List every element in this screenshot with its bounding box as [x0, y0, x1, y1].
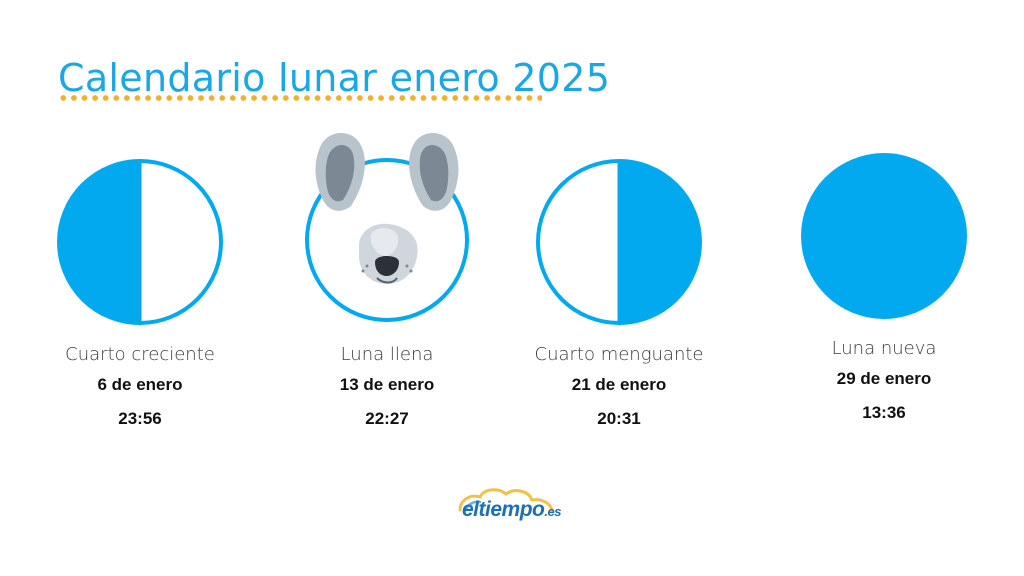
cloud-logo-icon [458, 488, 554, 514]
new-moon-icon [801, 153, 967, 319]
phase-name: Cuarto menguante [534, 344, 704, 365]
phase-name: Luna llena [340, 344, 434, 365]
full-moon-dog-icon [305, 132, 469, 322]
phase-date: 13 de enero [339, 375, 435, 394]
phase-time: 22:27 [365, 409, 409, 428]
phase-name: Cuarto creciente [65, 344, 215, 365]
logo-wordmark: eltiempo.es [462, 498, 561, 521]
moon-phase-full: Luna llena 13 de enero 22:27 [267, 0, 507, 576]
first-quarter-moon-icon [57, 159, 223, 325]
dotted-underline [58, 94, 542, 102]
phase-time: 13:36 [862, 403, 906, 422]
moon-phase-first-quarter: Cuarto creciente 6 de enero 23:56 [20, 0, 260, 576]
moon-phase-new: Luna nueva 29 de enero 13:36 [764, 0, 1004, 576]
phase-time: 20:31 [597, 409, 641, 428]
last-quarter-moon-icon [536, 159, 702, 325]
phase-date: 29 de enero [836, 369, 932, 388]
phase-date: 21 de enero [571, 375, 667, 394]
phase-name: Luna nueva [831, 338, 937, 359]
phase-time: 23:56 [118, 409, 162, 428]
phase-date: 6 de enero [97, 375, 183, 394]
eltiempo-logo[interactable]: eltiempo.es [456, 486, 576, 526]
page-title: Calendario lunar enero 2025 [58, 56, 611, 100]
moon-phase-last-quarter: Cuarto menguante 21 de enero 20:31 [499, 0, 739, 576]
